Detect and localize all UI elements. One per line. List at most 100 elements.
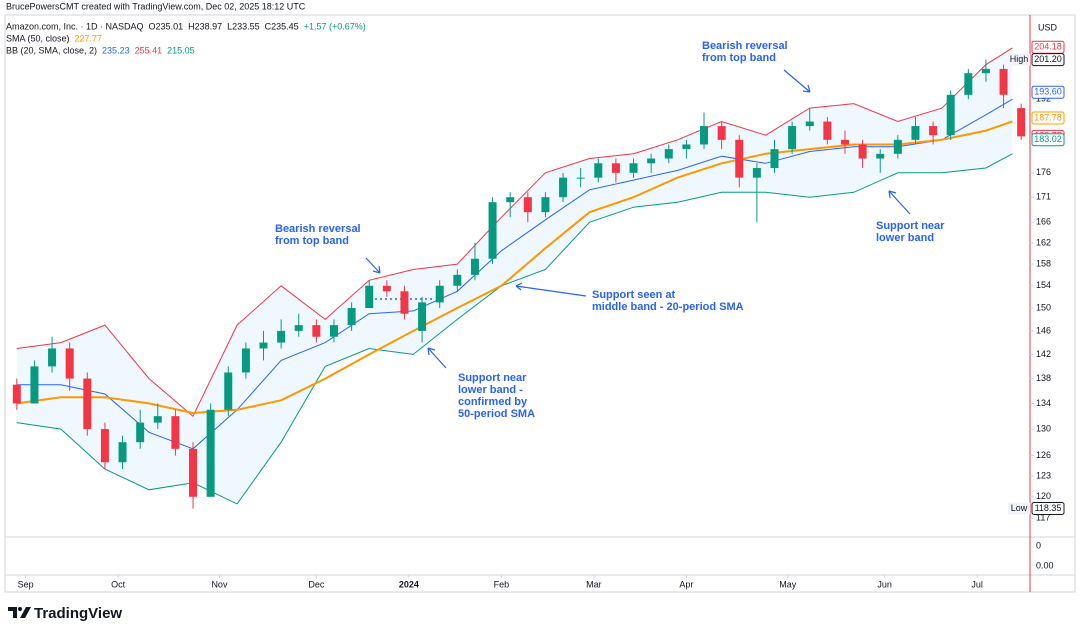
candle-body [312,325,321,337]
candle-body [418,302,427,331]
y-tick-label: 176 [1036,167,1051,177]
lower-pane-label: 0.00 [1036,560,1054,570]
x-tick-label: Nov [211,579,228,589]
candle-body [12,384,21,404]
line-bb-lower [16,153,1013,505]
lower-pane-label: 0 [1036,540,1041,550]
legend-value: 235.23 [102,45,130,55]
legend-text: O235.01 [149,21,184,31]
candle-body [83,378,92,430]
price-label: 118.35 [1035,503,1062,513]
legend-label: BB (20, SMA, close, 2) [6,45,97,55]
annotation: Support near [876,220,945,232]
candle-body [171,416,180,449]
x-tick-label: Sep [18,579,34,589]
arrow [365,257,381,274]
candle-body [752,168,761,178]
candle-body [118,442,127,463]
arrow [427,347,447,369]
credit: BrucePowersCMT created with TradingView.… [6,1,306,11]
candle-body [153,416,162,423]
candle-body [911,126,920,140]
candle-body [929,126,938,136]
candle-body [858,144,867,159]
annotation: confirmed by [458,396,528,408]
candle-body [294,325,303,331]
candle-body [347,308,356,326]
candle-body [717,126,726,140]
legend-text: H238.97 [188,21,222,31]
candle-body [823,121,832,140]
candle-body [48,348,57,367]
candle-body [277,330,286,343]
legend-label: SMA (50, close) [6,33,70,43]
candle-body [576,177,585,179]
candle-body [611,163,620,173]
logo-dot [18,607,22,611]
legend-value: 255.41 [135,45,163,55]
annotation: 50-period SMA [458,408,535,420]
price-label-box [1031,133,1065,147]
candle-body [700,126,709,145]
candle-body [470,258,479,275]
candle-body [805,121,814,127]
legend-value: 215.05 [167,45,195,55]
candle-body [259,342,268,349]
candle-body [559,177,568,198]
logo-icon [8,607,31,618]
candle-body [189,448,198,497]
annotation: Support seen at [592,289,675,301]
arrow [515,282,587,297]
x-tick-label: Dec [308,579,325,589]
line-bb-upper [16,47,1013,418]
y-tick-label: 154 [1036,280,1051,290]
candle-body [964,73,973,95]
x-tick-label: 2024 [399,579,419,589]
candle-body [541,197,550,213]
candle-body [788,126,797,150]
y-tick-label: 146 [1036,325,1051,335]
x-tick-label: Feb [494,579,510,589]
price-label: 193.60 [1034,87,1062,97]
candle-body [206,409,215,497]
x-tick-label: Jul [971,579,983,589]
price-tag: High [1010,54,1029,64]
y-tick-label: 142 [1036,349,1051,359]
price-tag: Low [1011,503,1028,513]
brand-logo [8,607,31,618]
candle-body [876,153,885,159]
y-tick-label: 166 [1036,217,1051,227]
y-tick-label: 126 [1036,450,1051,460]
candle-body [65,348,74,379]
candle-body [224,372,233,410]
candle-body [893,139,902,154]
y-tick-label: 150 [1036,302,1051,312]
arrow [888,190,911,215]
currency: USD [1038,22,1058,32]
candle-body [840,139,849,145]
annotation: middle band - 20-period SMA [592,301,744,313]
y-tick-label: 134 [1036,398,1051,408]
annotation: from top band [275,235,349,247]
legend-text: L233.55 [227,21,260,31]
candle-body [523,197,532,213]
candle-body [647,158,656,164]
x-tick-label: Oct [111,579,126,589]
price-tag-box [1008,502,1030,515]
x-tick-label: May [779,579,797,589]
brand: TradingView [34,605,122,622]
candle-body [506,197,515,203]
candle-body [981,68,990,74]
candle-body [999,68,1008,95]
annotation: from top band [702,52,776,64]
candle-body [400,291,409,314]
price-label-box [1031,85,1065,99]
annotation: Bearish reversal [702,40,788,52]
candle-body [453,274,462,286]
candle-body [735,139,744,178]
y-tick-label: 117 [1036,513,1050,523]
price-tag-box [1008,53,1030,66]
legend-text: Amazon.com, Inc. · 1D · NASDAQ [6,21,144,31]
candle-body [329,325,338,337]
